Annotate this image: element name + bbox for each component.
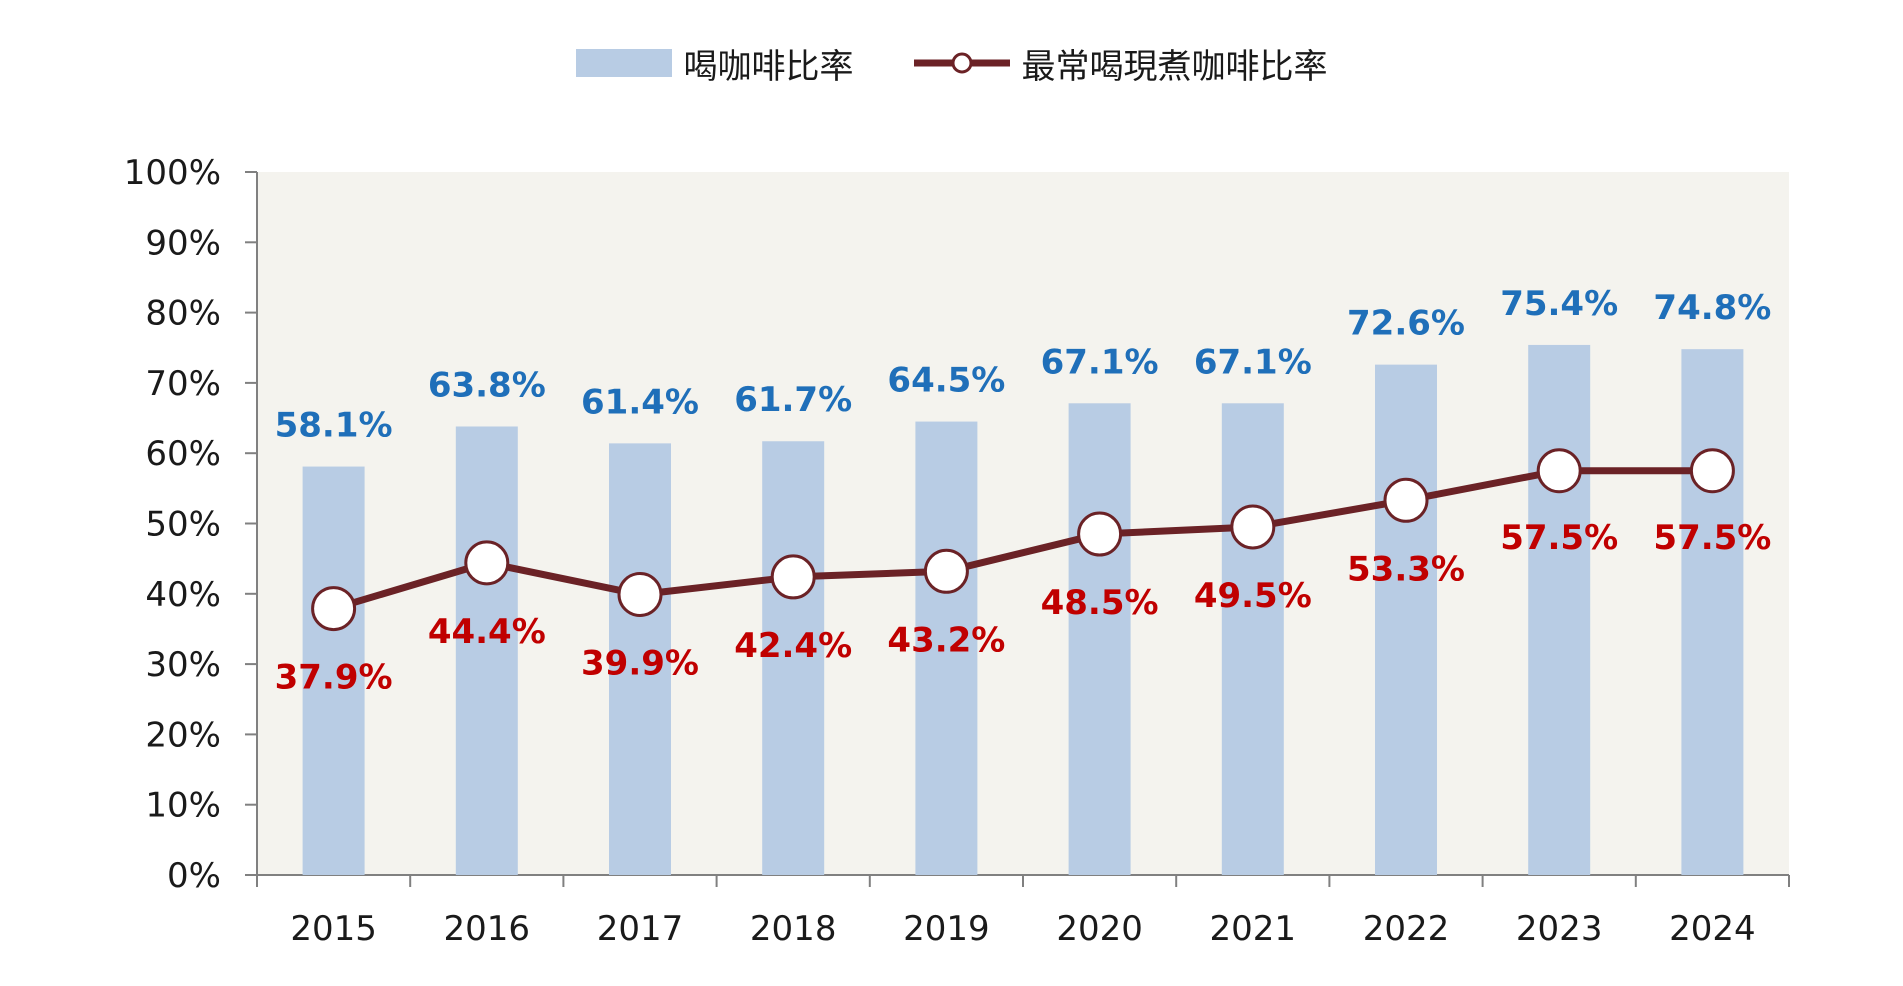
bar: [1375, 364, 1437, 875]
x-tick-label: 2021: [1210, 909, 1297, 949]
bar: [1681, 349, 1744, 875]
line-point: [1383, 477, 1429, 523]
bar: [609, 443, 671, 875]
bar-data-label: 61.4%: [581, 382, 699, 422]
bar: [915, 421, 978, 875]
y-tick-label: 70%: [145, 364, 221, 404]
x-tick-label: 2017: [597, 909, 684, 949]
line-data-label: 53.3%: [1347, 549, 1465, 589]
y-tick-label: 20%: [145, 715, 221, 755]
line-data-label: 43.2%: [887, 620, 1005, 660]
y-tick-label: 100%: [124, 153, 221, 193]
legend-bar-swatch: [575, 49, 672, 77]
bar: [762, 441, 825, 875]
y-tick-label: 30%: [145, 645, 221, 685]
x-tick-label: 2015: [290, 909, 377, 949]
line-data-label: 57.5%: [1500, 518, 1618, 558]
y-tick-label: 90%: [145, 223, 221, 263]
x-tick-label: 2016: [444, 909, 531, 949]
line-data-label: 42.4%: [734, 626, 852, 666]
bar-data-label: 58.1%: [275, 406, 393, 446]
bar-data-label: 63.8%: [428, 365, 546, 405]
line-data-label: 44.4%: [428, 612, 546, 652]
bar-data-label: 72.6%: [1347, 304, 1465, 344]
bar-data-label: 75.4%: [1500, 284, 1618, 324]
legend-label-line: 最常喝現煮咖啡比率: [1021, 46, 1328, 87]
y-tick-label: 10%: [145, 786, 221, 826]
line-point: [1689, 448, 1735, 494]
x-tick-label: 2019: [903, 909, 990, 949]
y-tick-label: 40%: [145, 575, 221, 615]
line-data-label: 57.5%: [1653, 518, 1771, 558]
line-point: [770, 554, 816, 600]
x-tick-label: 2018: [750, 909, 837, 949]
legend-label-bars: 喝咖啡比率: [683, 46, 854, 87]
x-tick-label: 2024: [1669, 909, 1756, 949]
line-data-label: 37.9%: [275, 658, 393, 698]
line-series: [332, 467, 1713, 612]
legend-line-marker: [913, 52, 1010, 74]
line-point: [464, 540, 510, 586]
bar: [455, 426, 518, 875]
y-tick-label: 0%: [167, 856, 221, 896]
bar-data-label: 64.5%: [887, 361, 1005, 401]
bar: [1221, 403, 1284, 875]
chart-legend: 喝咖啡比率 最常喝現煮咖啡比率: [0, 38, 1903, 88]
bar-data-label: 61.7%: [734, 380, 852, 420]
bar: [1068, 403, 1131, 875]
line-point: [311, 586, 357, 632]
line-point: [617, 572, 663, 618]
x-tick-label: 2023: [1516, 909, 1603, 949]
x-tick-label: 2022: [1363, 909, 1450, 949]
x-tick-label: 2020: [1056, 909, 1143, 949]
bar: [302, 466, 365, 875]
line-point: [1536, 448, 1582, 494]
bar-data-label: 67.1%: [1194, 342, 1312, 382]
y-tick-label: 60%: [145, 434, 221, 474]
legend-item-bars: 喝咖啡比率: [575, 39, 854, 88]
line-data-label: 48.5%: [1041, 583, 1159, 623]
bar-data-label: 67.1%: [1041, 342, 1159, 382]
legend-item-line: 最常喝現煮咖啡比率: [913, 39, 1328, 88]
line-point: [1077, 511, 1123, 557]
line-point: [1230, 504, 1276, 550]
line-point: [923, 548, 969, 594]
y-tick-label: 50%: [145, 505, 221, 545]
line-data-label: 49.5%: [1194, 576, 1312, 616]
bar-data-label: 74.8%: [1653, 288, 1771, 328]
y-tick-label: 80%: [145, 294, 221, 334]
bar: [1528, 344, 1591, 875]
line-data-label: 39.9%: [581, 644, 699, 684]
